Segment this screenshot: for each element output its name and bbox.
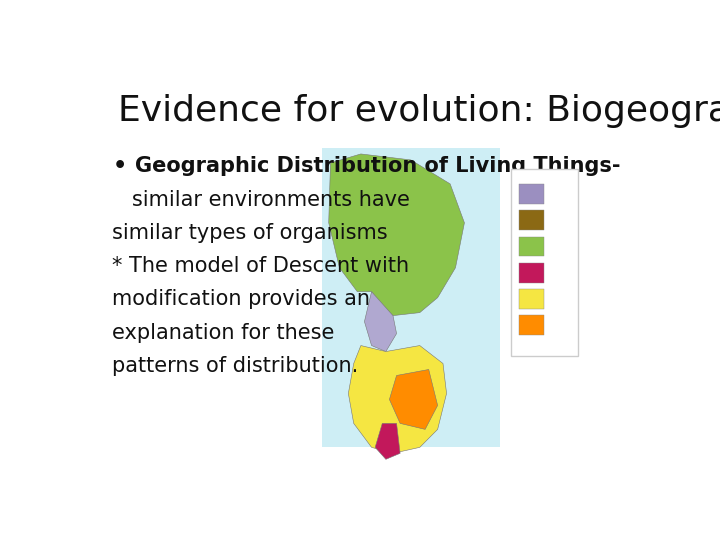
- Bar: [518, 237, 544, 256]
- Text: * The model of Descent with: * The model of Descent with: [112, 256, 410, 276]
- Polygon shape: [348, 346, 446, 453]
- Text: similar environments have: similar environments have: [112, 190, 410, 210]
- Bar: [518, 263, 544, 282]
- Text: patterns of distribution.: patterns of distribution.: [112, 356, 359, 376]
- Polygon shape: [390, 369, 438, 429]
- Bar: [518, 289, 544, 309]
- Text: Geographic Distribution of Living Things-: Geographic Distribution of Living Things…: [135, 156, 620, 176]
- Bar: [322, 148, 500, 447]
- Bar: [518, 210, 544, 230]
- Polygon shape: [375, 423, 400, 460]
- Text: explanation for these: explanation for these: [112, 322, 335, 342]
- Text: modification provides an: modification provides an: [112, 289, 370, 309]
- Polygon shape: [364, 292, 397, 352]
- Text: Evidence for evolution: Biogeography: Evidence for evolution: Biogeography: [118, 94, 720, 128]
- Text: similar types of organisms: similar types of organisms: [112, 223, 388, 243]
- Text: •: •: [112, 156, 127, 176]
- Polygon shape: [329, 154, 464, 315]
- Bar: [518, 184, 544, 204]
- Bar: [518, 315, 544, 335]
- Bar: [511, 168, 578, 356]
